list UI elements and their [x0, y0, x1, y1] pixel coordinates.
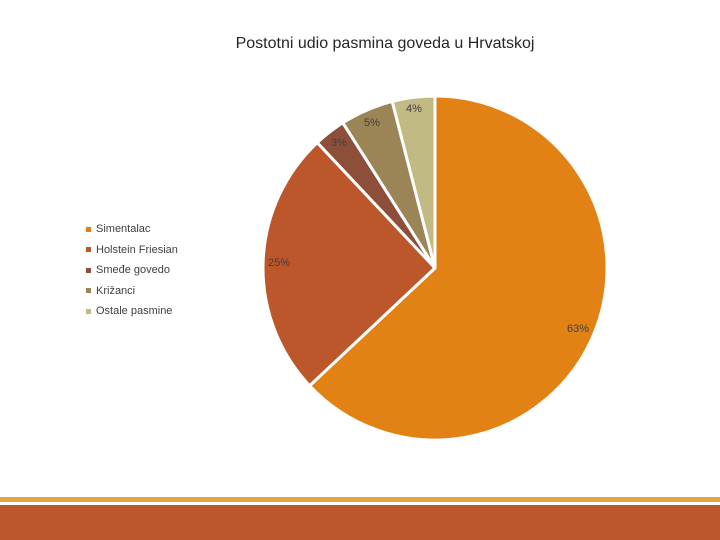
pie-slice-holstein-friesian [261, 141, 437, 388]
pie-data-label: 63% [567, 323, 589, 335]
legend-swatch [86, 267, 91, 273]
chart-title: Postotni udio pasmina goveda u Hrvatskoj [235, 35, 535, 52]
legend-swatch [86, 247, 91, 253]
pie-slice-simentalac [308, 94, 609, 442]
legend-item-krizanci: Križanci [86, 281, 178, 302]
footer-accent-line [0, 497, 720, 502]
pie-data-label: 25% [268, 257, 290, 269]
legend-swatch [86, 226, 91, 232]
legend-label: Križanci [96, 284, 136, 297]
pie-data-label: 5% [364, 117, 380, 129]
footer-bar [0, 505, 720, 540]
legend-label: Holstein Friesian [96, 243, 178, 256]
legend-label: Ostale pasmine [96, 305, 173, 318]
legend-item-holstein-friesian: Holstein Friesian [86, 240, 178, 261]
legend-label: Smeđe govedo [96, 264, 170, 277]
pie-data-label: 3% [331, 137, 347, 149]
pie-slice-ostale-pasmine [390, 94, 437, 270]
legend-item-smede-govedo: Smeđe govedo [86, 260, 178, 281]
legend-label: Simentalac [96, 223, 151, 236]
legend-item-simentalac: Simentalac [86, 219, 178, 240]
pie-data-label: 4% [406, 103, 422, 115]
legend: Simentalac Holstein Friesian Smeđe goved… [86, 219, 178, 322]
legend-item-ostale-pasmine: Ostale pasmine [86, 301, 178, 322]
legend-swatch [86, 288, 91, 294]
legend-swatch [86, 308, 91, 314]
